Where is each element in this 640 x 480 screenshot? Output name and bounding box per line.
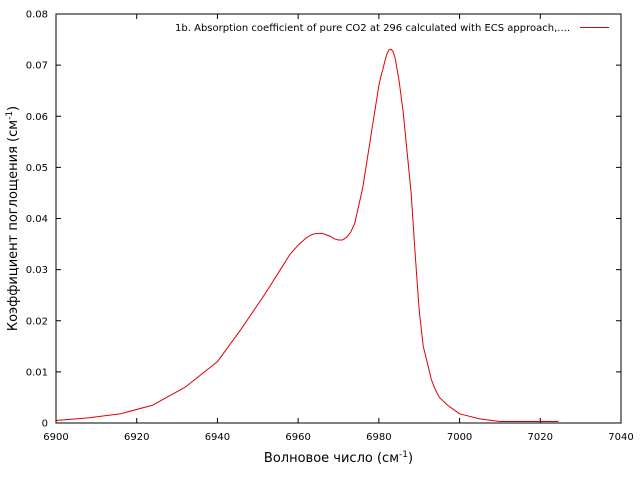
legend: 1b. Absorption coefficient of pure CO2 a… [175,23,609,34]
x-tick-label: 6900 [43,432,68,443]
ticks-layer: 6900 6920 6940 6960 6980 7000 7020 7040 0 0.01 0.0… [26,10,634,444]
x-tick-label: 7020 [528,432,553,443]
y-axis-title-close: ) [6,106,21,111]
x-tick-label: 6940 [205,432,230,443]
x-axis-title-superscript: -1 [399,450,408,460]
series-layer [55,48,559,422]
y-tick-label: 0.06 [26,112,48,123]
x-axis-title-close: ) [408,451,413,466]
x-tick-label: 6980 [366,432,391,443]
y-tick-label: 0.02 [26,316,48,327]
plot-frame [55,13,622,424]
y-axis-title: Коэффициент поглощения (см-1) [5,106,21,331]
y-tick-label: 0.01 [26,367,48,378]
x-tick-label: 7000 [447,432,472,443]
legend-label: 1b. Absorption coefficient of pure CO2 a… [175,23,570,34]
x-tick-label: 6920 [124,432,149,443]
y-tick-label: 0.05 [26,163,48,174]
series-line [55,48,559,422]
y-axis-title-superscript: -1 [5,111,15,120]
x-tick-label: 6960 [285,432,310,443]
y-tick-label: 0 [42,419,48,430]
x-tick-label: 7040 [608,432,633,443]
y-tick-label: 0.03 [26,265,48,276]
y-tick-label: 0.04 [26,214,48,225]
y-tick-label: 0.07 [26,61,48,72]
x-axis-title: Волновое число (см-1) [264,450,413,466]
y-tick-label: 0.08 [26,10,48,21]
